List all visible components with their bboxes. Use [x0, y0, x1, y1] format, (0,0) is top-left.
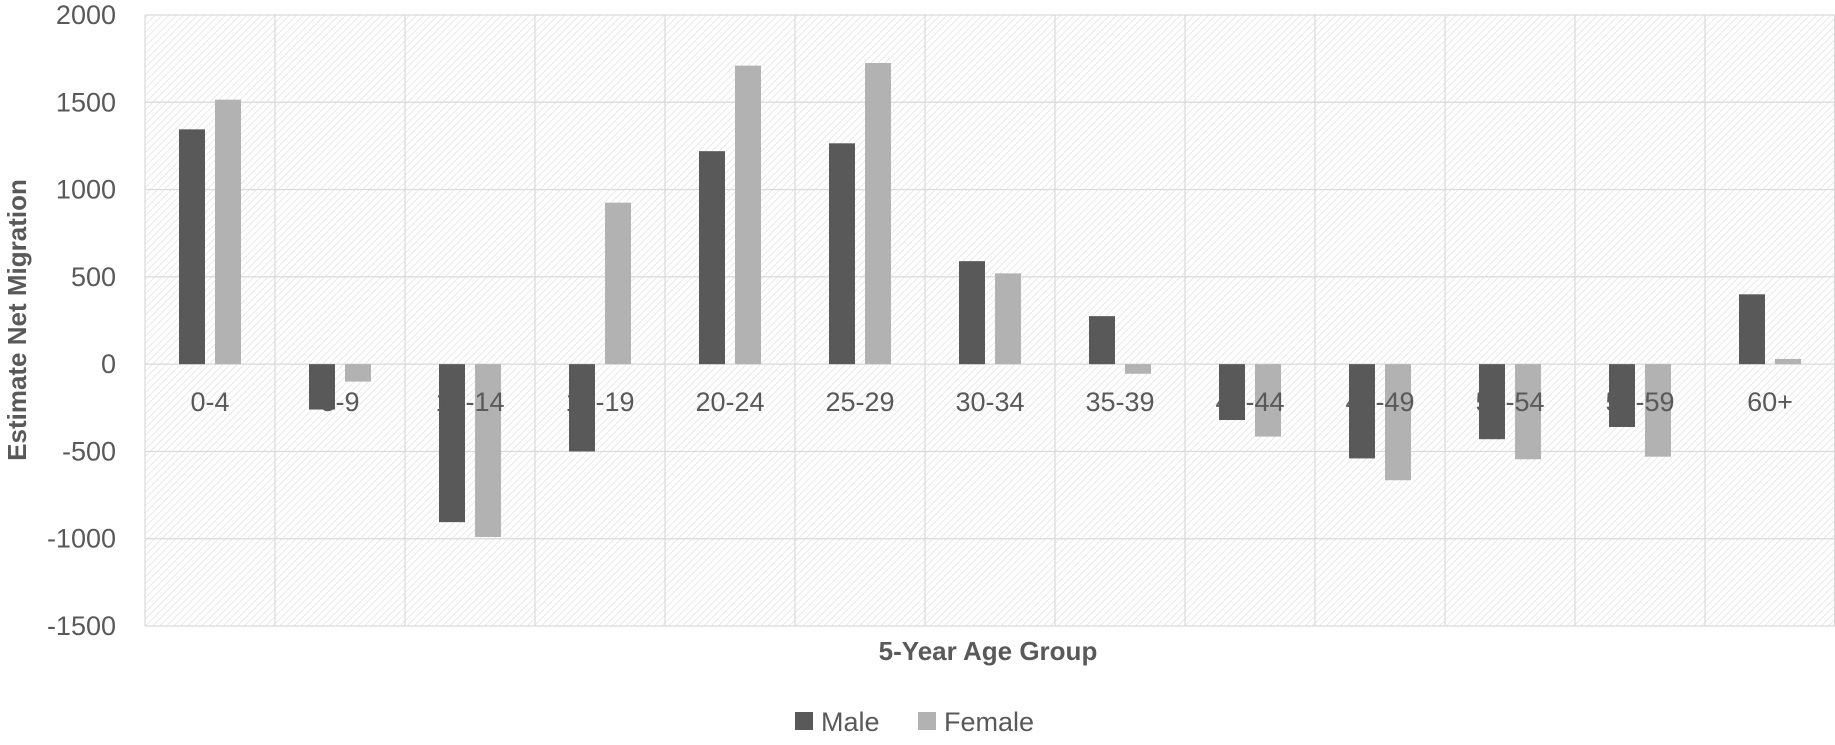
- bar-male: [959, 261, 985, 365]
- bar-male: [569, 364, 595, 452]
- y-axis-title: Estimate Net Migration: [2, 179, 32, 461]
- bar-female: [1125, 364, 1151, 374]
- x-tick-label: 55-59: [1605, 387, 1674, 417]
- bar-male: [179, 129, 205, 365]
- bar-male: [1089, 316, 1115, 365]
- x-tick-label: 35-39: [1085, 387, 1154, 417]
- bars: [179, 63, 1801, 537]
- y-tick-label: -1000: [47, 524, 116, 554]
- y-tick-label: 2000: [56, 0, 116, 30]
- bar-male: [1479, 364, 1505, 440]
- y-tick-label: 1500: [56, 87, 116, 117]
- legend-label-female: Female: [944, 707, 1034, 737]
- x-tick-label: 50-54: [1475, 387, 1544, 417]
- bar-male: [829, 143, 855, 365]
- bar-male: [699, 151, 725, 365]
- bar-female: [475, 364, 501, 537]
- x-tick-label: 40-44: [1215, 387, 1284, 417]
- y-tick-label: -500: [62, 436, 116, 466]
- bar-female: [1515, 364, 1541, 460]
- legend-label-male: Male: [821, 707, 880, 737]
- bar-female: [215, 99, 241, 365]
- legend: Male Female: [795, 707, 1034, 737]
- bar-male: [1739, 294, 1765, 365]
- x-tick-label: 30-34: [955, 387, 1024, 417]
- x-tick-label: 15-19: [565, 387, 634, 417]
- y-tick-label: 0: [101, 349, 116, 379]
- x-tick-label: 45-49: [1345, 387, 1414, 417]
- bar-male: [1219, 364, 1245, 421]
- bar-male: [309, 364, 335, 410]
- legend-swatch-male: [795, 712, 813, 730]
- x-tick-labels: 0-4 5-9 10-14 15-19 20-24 25-29 30-34 35-39 40-4…: [190, 387, 1792, 417]
- bar-female: [995, 273, 1021, 365]
- legend-swatch-female: [918, 712, 936, 730]
- x-tick-label: 5-9: [320, 387, 359, 417]
- x-tick-label: 0-4: [190, 387, 229, 417]
- bar-female: [1645, 364, 1671, 457]
- x-tick-label: 10-14: [435, 387, 504, 417]
- plot-area: [145, 15, 1835, 626]
- y-tick-label: -1500: [47, 611, 116, 641]
- bar-female: [1255, 364, 1281, 437]
- bar-male: [1349, 364, 1375, 459]
- bar-male: [439, 364, 465, 523]
- x-tick-label: 20-24: [695, 387, 764, 417]
- x-axis-title: 5-Year Age Group: [879, 636, 1098, 666]
- bar-male: [1609, 364, 1635, 427]
- bar-female: [1775, 358, 1801, 365]
- y-tick-label: 1000: [56, 175, 116, 205]
- y-tick-labels: 2000 1500 1000 500 0 -500 -1000 -1500: [47, 0, 116, 641]
- x-tick-label: 60+: [1747, 387, 1793, 417]
- bar-female: [1385, 364, 1411, 481]
- bar-female: [735, 65, 761, 365]
- x-tick-label: 25-29: [825, 387, 894, 417]
- y-tick-label: 500: [71, 262, 116, 292]
- bar-female: [605, 202, 631, 365]
- bar-female: [345, 364, 371, 382]
- bar-female: [865, 63, 891, 365]
